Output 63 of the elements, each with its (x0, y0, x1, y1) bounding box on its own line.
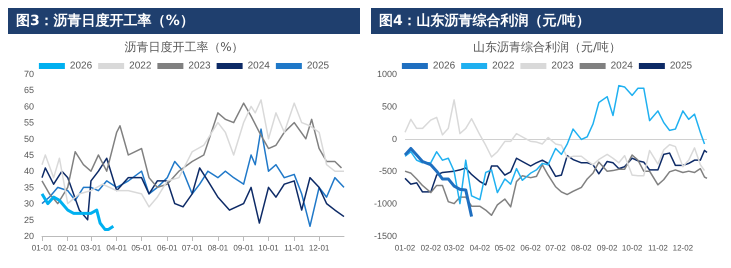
x-tick-label: 11-02 (648, 244, 668, 252)
legend-label: 2023 (188, 60, 212, 72)
legend-label: 2022 (492, 60, 515, 72)
x-tick-label: 12-02 (672, 244, 694, 252)
y-tick-label: 500 (382, 101, 398, 112)
line-series (404, 84, 706, 204)
y-tick-label: 50 (24, 134, 34, 144)
x-tick-label: 06-01 (157, 244, 178, 252)
x-tick-label: 07-01 (182, 244, 203, 252)
x-tick-label: 08-02 (571, 244, 592, 252)
y-tick-label: 70 (24, 69, 34, 79)
legend-label: 2026 (70, 60, 93, 72)
line-series (40, 192, 115, 232)
y-tick-label: 55 (24, 118, 34, 128)
y-tick-label: 40 (24, 166, 34, 176)
y-tick-label: 35 (24, 182, 34, 192)
legend-label: 2024 (610, 60, 634, 72)
x-tick-label: 06-02 (520, 244, 542, 252)
x-tick-label: 02-02 (420, 244, 442, 252)
x-tick-label: 04-02 (470, 244, 491, 252)
x-tick-label: 02-01 (57, 244, 78, 252)
y-tick-label: -500 (379, 166, 398, 176)
y-tick-label: 45 (24, 150, 34, 160)
x-tick-label: 05-01 (131, 244, 152, 252)
line-series (41, 157, 345, 224)
legend-label: 2024 (248, 60, 270, 72)
line-series (404, 154, 708, 216)
x-tick-label: 03-01 (80, 244, 102, 252)
line-series (404, 99, 706, 176)
x-tick-label: 05-02 (494, 244, 516, 252)
y-tick-label: 1000 (376, 69, 398, 79)
legend-label: 2025 (670, 60, 693, 72)
x-tick-label: 04-01 (106, 244, 128, 252)
y-tick-label: -1000 (374, 198, 398, 209)
x-tick-label: 10-01 (258, 244, 280, 252)
x-tick-label: 09-02 (596, 244, 618, 252)
line-series (404, 150, 708, 193)
x-tick-label: 07-02 (545, 244, 566, 252)
y-tick-label: 65 (24, 85, 34, 96)
y-tick-label: 20 (24, 231, 34, 241)
legend-label: 2025 (306, 60, 330, 72)
y-tick-label: 25 (24, 214, 34, 225)
chart-title: 图4：山东沥青综合利润（元/吨） (371, 8, 723, 34)
legend-label: 2023 (551, 60, 574, 72)
x-tick-label: 03-02 (444, 244, 465, 252)
x-tick-label: 01-02 (394, 244, 416, 252)
x-tick-label: 11-01 (284, 244, 305, 252)
y-tick-label: 0 (392, 134, 398, 144)
y-tick-label: 30 (24, 198, 34, 209)
line-series (404, 147, 474, 218)
chart-subtitle: 沥青日度开工率（%） (124, 40, 244, 54)
legend-label: 2026 (432, 60, 456, 72)
chart-subtitle: 山东沥青综合利润（元/吨） (472, 40, 622, 54)
x-tick-label: 12-01 (308, 244, 330, 252)
line-series (41, 128, 345, 228)
legend-label: 2022 (129, 60, 152, 72)
y-tick-label: -1500 (374, 231, 398, 241)
x-tick-label: 01-01 (32, 244, 53, 252)
x-tick-label: 10-02 (622, 244, 643, 252)
y-tick-label: 60 (24, 101, 34, 112)
chart-title: 图3：沥青日度开工率（%） (8, 8, 360, 34)
x-tick-label: 08-01 (208, 244, 229, 252)
x-tick-label: 09-01 (233, 244, 254, 252)
